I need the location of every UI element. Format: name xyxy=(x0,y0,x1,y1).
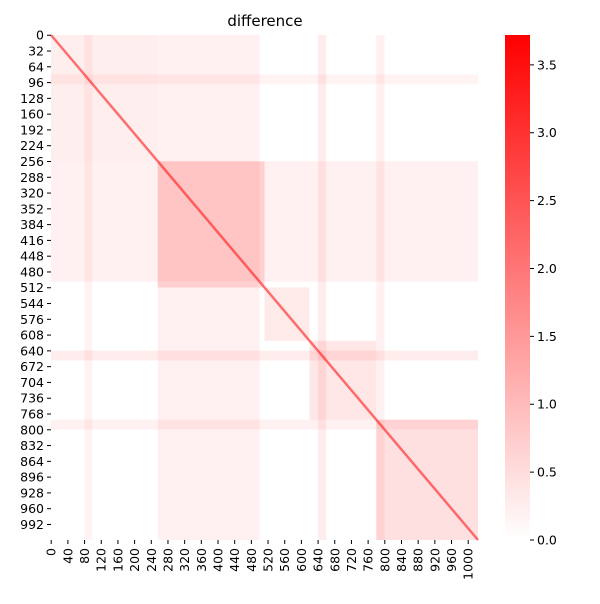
y-tick-label: 736 xyxy=(20,391,44,406)
x-tick-label: 960 xyxy=(444,548,459,572)
y-tick-label: 0 xyxy=(36,28,44,43)
colorbar-tick-label: 0.0 xyxy=(537,533,557,548)
x-tick-label: 680 xyxy=(327,548,342,572)
y-tick-label: 832 xyxy=(20,438,44,453)
x-tick-label: 480 xyxy=(244,548,259,572)
y-tick-label: 992 xyxy=(20,517,44,532)
colorbar-tick-label: 1.5 xyxy=(537,329,557,344)
y-axis: 0326496128160192224256288320352384416448… xyxy=(20,28,51,532)
y-tick-label: 192 xyxy=(20,122,44,137)
y-tick-label: 384 xyxy=(20,217,44,232)
x-tick-label: 280 xyxy=(160,548,175,572)
x-tick-label: 120 xyxy=(94,548,109,572)
colorbar-tick-label: 3.5 xyxy=(537,57,557,72)
y-tick-label: 320 xyxy=(20,186,44,201)
heatmap-row-band-3 xyxy=(51,419,478,430)
y-tick-label: 576 xyxy=(20,312,44,327)
x-tick-label: 200 xyxy=(127,548,142,572)
x-tick-label: 880 xyxy=(411,548,426,572)
x-tick-label: 80 xyxy=(77,548,92,564)
colorbar-gradient xyxy=(505,35,530,540)
x-tick-label: 320 xyxy=(177,548,192,572)
x-tick-label: 840 xyxy=(394,548,409,572)
heatmap-col-band-4 xyxy=(84,35,93,540)
x-tick-label: 520 xyxy=(261,548,276,572)
x-tick-label: 440 xyxy=(227,548,242,572)
heatmap-row-band-2 xyxy=(51,350,478,361)
y-tick-label: 608 xyxy=(20,328,44,343)
x-tick-label: 1000 xyxy=(461,548,476,580)
y-tick-label: 352 xyxy=(20,201,44,216)
x-tick-label: 760 xyxy=(361,548,376,572)
y-tick-label: 544 xyxy=(20,296,44,311)
colorbar-tick-label: 2.0 xyxy=(537,261,557,276)
heatmap-cells xyxy=(50,34,479,541)
heatmap-col-band-1 xyxy=(157,35,260,540)
y-tick-label: 96 xyxy=(28,75,44,90)
x-tick-label: 360 xyxy=(194,548,209,572)
y-tick-label: 288 xyxy=(20,170,44,185)
x-tick-label: 400 xyxy=(211,548,226,572)
y-tick-label: 480 xyxy=(20,264,44,279)
colorbar-ticks: 0.0 0.5 1.0 1.5 2.0 2.5 3.0 3.5 xyxy=(530,57,557,548)
x-tick-label: 640 xyxy=(311,548,326,572)
y-tick-label: 896 xyxy=(20,470,44,485)
y-tick-label: 864 xyxy=(20,454,44,469)
colorbar-tick-label: 0.5 xyxy=(537,465,557,480)
chart-title: difference xyxy=(227,12,302,30)
x-tick-label: 600 xyxy=(294,548,309,572)
y-tick-label: 960 xyxy=(20,501,44,516)
y-tick-label: 256 xyxy=(20,154,44,169)
heatmap-row-band-1 xyxy=(51,161,478,282)
x-tick-label: 40 xyxy=(60,548,75,564)
y-tick-label: 32 xyxy=(28,44,44,59)
y-tick-label: 640 xyxy=(20,343,44,358)
y-tick-label: 224 xyxy=(20,138,44,153)
y-tick-label: 768 xyxy=(20,406,44,421)
colorbar-tick-label: 2.5 xyxy=(537,193,557,208)
x-tick-label: 920 xyxy=(427,548,442,572)
colorbar: 0.0 0.5 1.0 1.5 2.0 2.5 3.0 3.5 xyxy=(505,35,557,548)
heatmap-col-band-3 xyxy=(376,35,385,540)
x-tick-label: 800 xyxy=(377,548,392,572)
colorbar-tick-label: 1.0 xyxy=(537,397,557,412)
y-tick-label: 512 xyxy=(20,280,44,295)
y-tick-label: 672 xyxy=(20,359,44,374)
heatmap-row-band-4 xyxy=(51,74,478,85)
heatmap-plot-area xyxy=(50,34,479,541)
y-tick-label: 64 xyxy=(28,59,44,74)
heatmap-diagonal xyxy=(50,34,479,541)
y-tick-label: 128 xyxy=(20,91,44,106)
x-tick-label: 560 xyxy=(277,548,292,572)
y-tick-label: 160 xyxy=(20,107,44,122)
x-tick-label: 720 xyxy=(344,548,359,572)
colorbar-tick-label: 3.0 xyxy=(537,125,557,140)
y-tick-label: 928 xyxy=(20,485,44,500)
y-tick-label: 800 xyxy=(20,422,44,437)
heatmap-col-band-2 xyxy=(317,35,327,540)
x-tick-label: 160 xyxy=(110,548,125,572)
y-tick-label: 704 xyxy=(20,375,44,390)
y-tick-label: 416 xyxy=(20,233,44,248)
x-tick-label: 240 xyxy=(144,548,159,572)
x-axis: 0 40 80 120 160 200 240 280 320 360 400 440 480 520 56… xyxy=(44,540,476,580)
x-tick-label: 0 xyxy=(44,548,59,556)
y-tick-label: 448 xyxy=(20,249,44,264)
